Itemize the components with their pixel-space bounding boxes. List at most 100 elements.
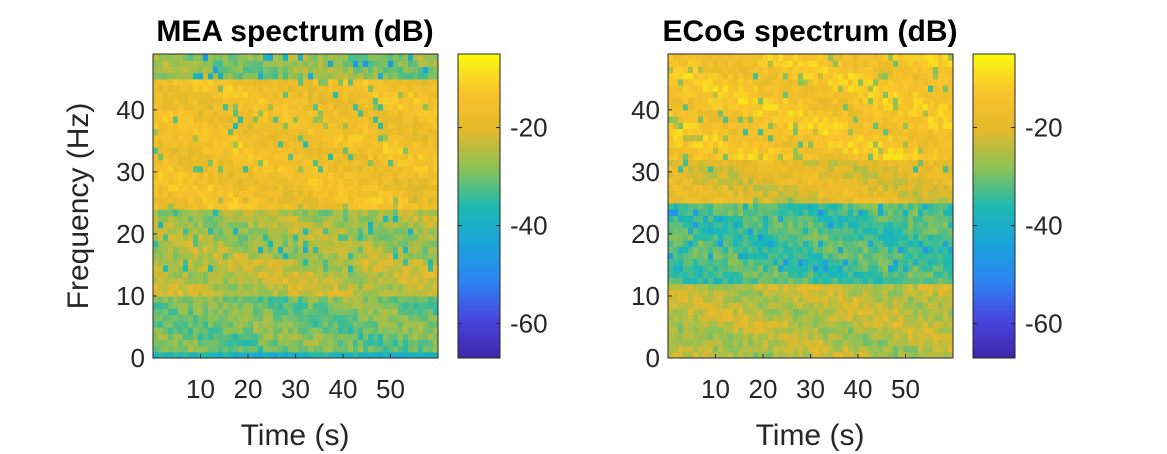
- heatmap-cell: [158, 60, 164, 67]
- heatmap-cell: [208, 66, 214, 74]
- heatmap-cell: [863, 165, 869, 173]
- heatmap-cell: [933, 289, 939, 297]
- heatmap-cell: [803, 215, 809, 223]
- heatmap-cell: [238, 196, 244, 204]
- heatmap-cell: [383, 339, 389, 347]
- heatmap-cell: [293, 277, 299, 285]
- heatmap-cell: [688, 215, 694, 223]
- heatmap-cell: [288, 54, 294, 61]
- heatmap-cell: [303, 109, 309, 117]
- heatmap-cell: [243, 240, 249, 247]
- heatmap-cell: [178, 85, 184, 92]
- heatmap-cell: [318, 147, 324, 154]
- heatmap-cell: [773, 227, 779, 235]
- heatmap-cell: [273, 308, 279, 316]
- heatmap-cell: [433, 190, 438, 198]
- heatmap-cell: [308, 283, 314, 291]
- heatmap-cell: [698, 351, 704, 358]
- heatmap-cell: [353, 258, 359, 266]
- heatmap-cell: [288, 283, 294, 291]
- heatmap-cell: [793, 171, 799, 179]
- heatmap-cell: [268, 54, 274, 61]
- heatmap-cell: [918, 345, 924, 353]
- heatmap-cell: [238, 178, 244, 185]
- heatmap-cell: [378, 122, 384, 130]
- heatmap-cell: [188, 128, 194, 136]
- heatmap-cell: [278, 54, 284, 61]
- heatmap-cell: [178, 184, 184, 192]
- heatmap-cell: [698, 240, 704, 247]
- heatmap-cell: [278, 184, 284, 192]
- heatmap-cell: [418, 252, 424, 260]
- heatmap-cell: [358, 109, 364, 117]
- heatmap-cell: [223, 264, 229, 272]
- heatmap-cell: [293, 159, 299, 167]
- heatmap-cell: [418, 85, 424, 92]
- heatmap-cell: [948, 252, 953, 260]
- heatmap-cell: [423, 264, 429, 272]
- heatmap-cell: [278, 351, 284, 358]
- heatmap-cell: [243, 140, 249, 148]
- heatmap-cell: [358, 128, 364, 136]
- heatmap-cell: [178, 153, 184, 161]
- heatmap-cell: [898, 264, 904, 272]
- heatmap-cell: [373, 97, 379, 105]
- heatmap-cell: [733, 314, 739, 322]
- heatmap-cell: [343, 351, 349, 358]
- heatmap-cell: [948, 240, 953, 247]
- heatmap-cell: [223, 190, 229, 198]
- heatmap-cell: [723, 221, 729, 229]
- heatmap-cell: [163, 320, 169, 328]
- heatmap-cell: [203, 184, 209, 192]
- heatmap-cell: [873, 233, 879, 241]
- heatmap-cell: [928, 165, 934, 173]
- heatmap-cell: [793, 345, 799, 353]
- heatmap-cell: [733, 147, 739, 154]
- heatmap-cell: [233, 277, 239, 285]
- heatmap-cell: [423, 140, 429, 148]
- heatmap-cell: [288, 178, 294, 185]
- heatmap-cell: [228, 184, 234, 192]
- heatmap-cell: [283, 215, 289, 223]
- heatmap-cell: [343, 277, 349, 285]
- heatmap-cell: [193, 171, 199, 179]
- heatmap-cell: [678, 314, 684, 322]
- heatmap-cell: [403, 314, 409, 322]
- heatmap-cell: [873, 345, 879, 353]
- heatmap-cell: [338, 345, 344, 353]
- heatmap-cell: [273, 97, 279, 105]
- heatmap-cell: [273, 209, 279, 216]
- heatmap-cell: [773, 215, 779, 223]
- heatmap-cell: [928, 345, 934, 353]
- heatmap-cell: [433, 271, 438, 278]
- heatmap-cell: [223, 97, 229, 105]
- heatmap-cell: [683, 128, 689, 136]
- heatmap-cell: [183, 85, 189, 92]
- heatmap-cell: [908, 351, 914, 358]
- heatmap-cell: [898, 308, 904, 316]
- heatmap-cell: [388, 202, 394, 210]
- heatmap-cell: [338, 147, 344, 154]
- heatmap-cell: [773, 233, 779, 241]
- heatmap-cell: [163, 178, 169, 185]
- heatmap-cell: [888, 140, 894, 148]
- heatmap-cell: [158, 178, 164, 185]
- heatmap-cell: [263, 202, 269, 210]
- heatmap-cell: [738, 302, 744, 309]
- heatmap-cell: [233, 153, 239, 161]
- heatmap-cell: [343, 345, 349, 353]
- heatmap-cell: [173, 308, 179, 316]
- heatmap-cell: [383, 78, 389, 86]
- heatmap-cell: [843, 289, 849, 297]
- heatmap-cell: [788, 333, 794, 340]
- heatmap-cell: [398, 258, 404, 266]
- heatmap-cell: [693, 184, 699, 192]
- heatmap-cell: [273, 289, 279, 297]
- heatmap-cell: [363, 153, 369, 161]
- heatmap-cell: [358, 277, 364, 285]
- heatmap-cell: [218, 78, 224, 86]
- heatmap-cell: [423, 122, 429, 130]
- heatmap-cell: [898, 227, 904, 235]
- heatmap-cell: [808, 165, 814, 173]
- heatmap-cell: [723, 339, 729, 347]
